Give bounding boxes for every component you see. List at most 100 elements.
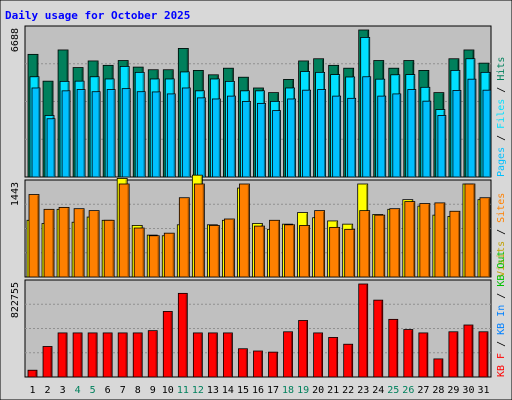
x-tick-label: 6 (105, 385, 111, 396)
kb_f-bar (87, 332, 98, 378)
sites-bar (314, 210, 326, 278)
x-tick-label: 30 (462, 385, 474, 396)
pages-bar (377, 95, 387, 178)
kb_f-bar (27, 369, 38, 378)
x-tick-label: 31 (477, 385, 489, 396)
panel-1: 6688 Pages / Files / Hits (10, 25, 507, 178)
pages-bar (181, 87, 191, 178)
pages-bar (392, 93, 402, 178)
kb_f-bar (57, 332, 68, 378)
sites-bar (28, 194, 40, 278)
sites-bar (133, 227, 145, 278)
kb_f-bar (478, 331, 489, 378)
pages-bar (272, 110, 281, 178)
kb_f-bar (358, 283, 369, 378)
x-tick-label: 2 (45, 385, 51, 396)
pages-bar (136, 91, 146, 178)
kb_f-bar (238, 348, 248, 378)
sites-bar (118, 183, 130, 278)
kb_f-bar (192, 332, 203, 378)
x-tick-label: 9 (150, 385, 156, 396)
kb_f-bar (162, 311, 173, 378)
kb_f-bar (147, 330, 158, 378)
x-tick-label: 13 (207, 385, 219, 396)
kb_f-bar (343, 343, 354, 378)
pages-bar (166, 93, 176, 178)
sites-bar (284, 224, 295, 278)
x-tick-label: 3 (60, 385, 66, 396)
sites-bar (329, 226, 341, 278)
pages-bar (46, 118, 56, 178)
pages-bar (31, 87, 41, 178)
series-legend-item: / (496, 335, 507, 353)
pages-bar (347, 97, 357, 178)
series-legend-item: / (496, 287, 507, 305)
pages-bar (76, 89, 86, 178)
pages-bar (196, 97, 206, 178)
series-legend-item: / (496, 129, 507, 147)
x-tick-label: 16 (252, 385, 264, 396)
kb_f-bar (72, 332, 83, 378)
kb_f-bar (418, 332, 429, 378)
chart-title: Daily usage for October 2025 (5, 9, 190, 22)
sites-bar (434, 202, 446, 278)
y-max-label: 1443 (10, 182, 21, 206)
sites-bar (224, 218, 235, 278)
x-tick-label: 18 (282, 385, 294, 396)
sites-bar (404, 201, 416, 278)
series-legend-item: / (496, 81, 507, 99)
pages-bar (106, 89, 116, 178)
sites-bar (479, 197, 491, 278)
sites-bar (464, 183, 476, 278)
x-tick-label: 5 (90, 385, 96, 396)
pages-bar (467, 78, 477, 178)
sites-bar (389, 208, 401, 278)
series-legend-item: Visits (496, 241, 507, 277)
kb_f-bar (433, 358, 444, 378)
sites-bar (178, 197, 190, 278)
pages-bar (482, 89, 492, 178)
sites-bar (359, 210, 371, 278)
kb_f-bar (313, 332, 324, 378)
pages-bar (211, 98, 221, 178)
x-tick-label: 10 (162, 385, 174, 396)
x-tick-label: 1 (30, 385, 36, 396)
x-tick-label: 28 (432, 385, 444, 396)
sites-bar (163, 232, 175, 278)
pages-bar (242, 100, 251, 178)
panel-2: 1443 Visits / Sites (10, 174, 507, 278)
x-tick-label: 17 (267, 385, 279, 396)
x-tick-label: 12 (192, 385, 204, 396)
kb_f-bar (298, 320, 308, 378)
pages-bar (91, 91, 101, 178)
kb_f-bar (388, 318, 399, 378)
series-legend: Visits / Sites (496, 193, 507, 277)
kb_f-bar (373, 299, 384, 378)
x-tick-label: 25 (387, 385, 399, 396)
x-tick-label: 22 (342, 385, 354, 396)
sites-bar (239, 183, 250, 278)
pages-bar (61, 90, 71, 178)
x-tick-label: 29 (447, 385, 459, 396)
x-tick-label: 21 (327, 385, 339, 396)
kb_f-bar (328, 337, 339, 378)
series-legend-item: Pages (496, 147, 507, 177)
y-max-label: 6688 (10, 28, 21, 52)
kb_f-bar (223, 332, 233, 378)
kb_f-bar (253, 350, 263, 378)
sites-bar (73, 208, 85, 278)
x-tick-label: 23 (357, 385, 369, 396)
sites-bar (374, 214, 386, 278)
x-tick-label: 20 (312, 385, 324, 396)
series-legend: Pages / Files / Hits (496, 57, 507, 177)
x-axis: 1 2 3 4 5 6 7 8 9 10 11 12 13 14 15 16 17 18 19 20 21 22 23 24 2… (30, 385, 490, 396)
x-tick-label: 27 (417, 385, 429, 396)
kb_f-bar (42, 346, 53, 378)
x-tick-label: 24 (372, 385, 384, 396)
series-legend-item: Files (496, 99, 507, 129)
sites-bar (43, 208, 55, 278)
x-tick-label: 11 (177, 385, 189, 396)
x-tick-label: 8 (135, 385, 141, 396)
sites-bar (193, 183, 205, 278)
